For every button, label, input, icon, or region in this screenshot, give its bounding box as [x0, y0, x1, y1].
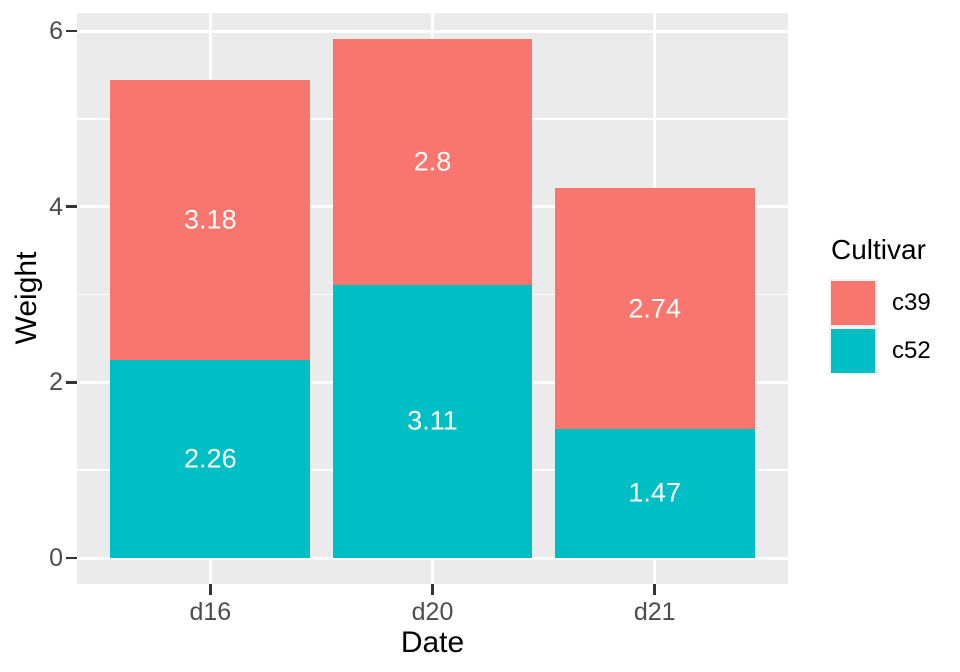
- bar-value-label: 3.11: [407, 405, 458, 436]
- y-tick-mark: [66, 381, 77, 384]
- legend-swatch-c52: [831, 329, 875, 373]
- y-tick-label: 4: [49, 192, 63, 221]
- bar-value-label: 2.26: [184, 443, 237, 474]
- y-tick-mark: [66, 205, 77, 208]
- legend-keys: c39 c52: [829, 279, 931, 375]
- legend-label: c52: [892, 337, 931, 364]
- legend-entry-c52: c52: [829, 327, 931, 375]
- bar-segment-c52-d16: [110, 359, 311, 559]
- y-tick-label: 6: [49, 17, 63, 46]
- legend-entry-c39: c39: [829, 279, 931, 327]
- y-tick-mark: [66, 29, 77, 33]
- y-tick-label: 0: [49, 544, 63, 573]
- x-tick-mark: [209, 584, 212, 595]
- legend-key-box: [829, 327, 877, 375]
- bar-segment-c52-d20: [332, 284, 533, 559]
- y-tick-mark: [66, 556, 77, 560]
- x-axis-title: Date: [400, 626, 465, 659]
- y-tick-label: 2: [49, 368, 63, 397]
- bar-segment-c52-d21: [554, 428, 755, 559]
- bar-segment-c39-d16: [110, 80, 311, 360]
- x-tick-label: d21: [633, 598, 676, 626]
- bar-value-label: 3.18: [184, 204, 237, 235]
- bar-segment-c39-d20: [332, 38, 533, 285]
- bar-value-label: 2.74: [628, 293, 681, 324]
- legend-label: c39: [892, 289, 931, 316]
- plot-panel: 2.26 3.18 3.11 2.8 1.47 2.74: [77, 13, 788, 584]
- legend: Cultivar c39 c52: [829, 234, 931, 375]
- legend-title: Cultivar: [831, 234, 926, 265]
- legend-swatch-c39: [831, 281, 875, 325]
- y-axis-title-text: Weight: [10, 251, 43, 345]
- x-tick-mark: [653, 584, 656, 595]
- bar-segment-c39-d21: [554, 188, 755, 429]
- legend-key-box: [829, 279, 877, 327]
- y-axis-title: Weight: [10, 252, 44, 345]
- bar-value-label: 2.8: [413, 146, 452, 177]
- bar-value-label: 1.47: [628, 477, 681, 508]
- x-tick-label: d20: [411, 598, 454, 626]
- x-tick-label: d16: [189, 598, 232, 626]
- x-tick-mark: [431, 584, 434, 595]
